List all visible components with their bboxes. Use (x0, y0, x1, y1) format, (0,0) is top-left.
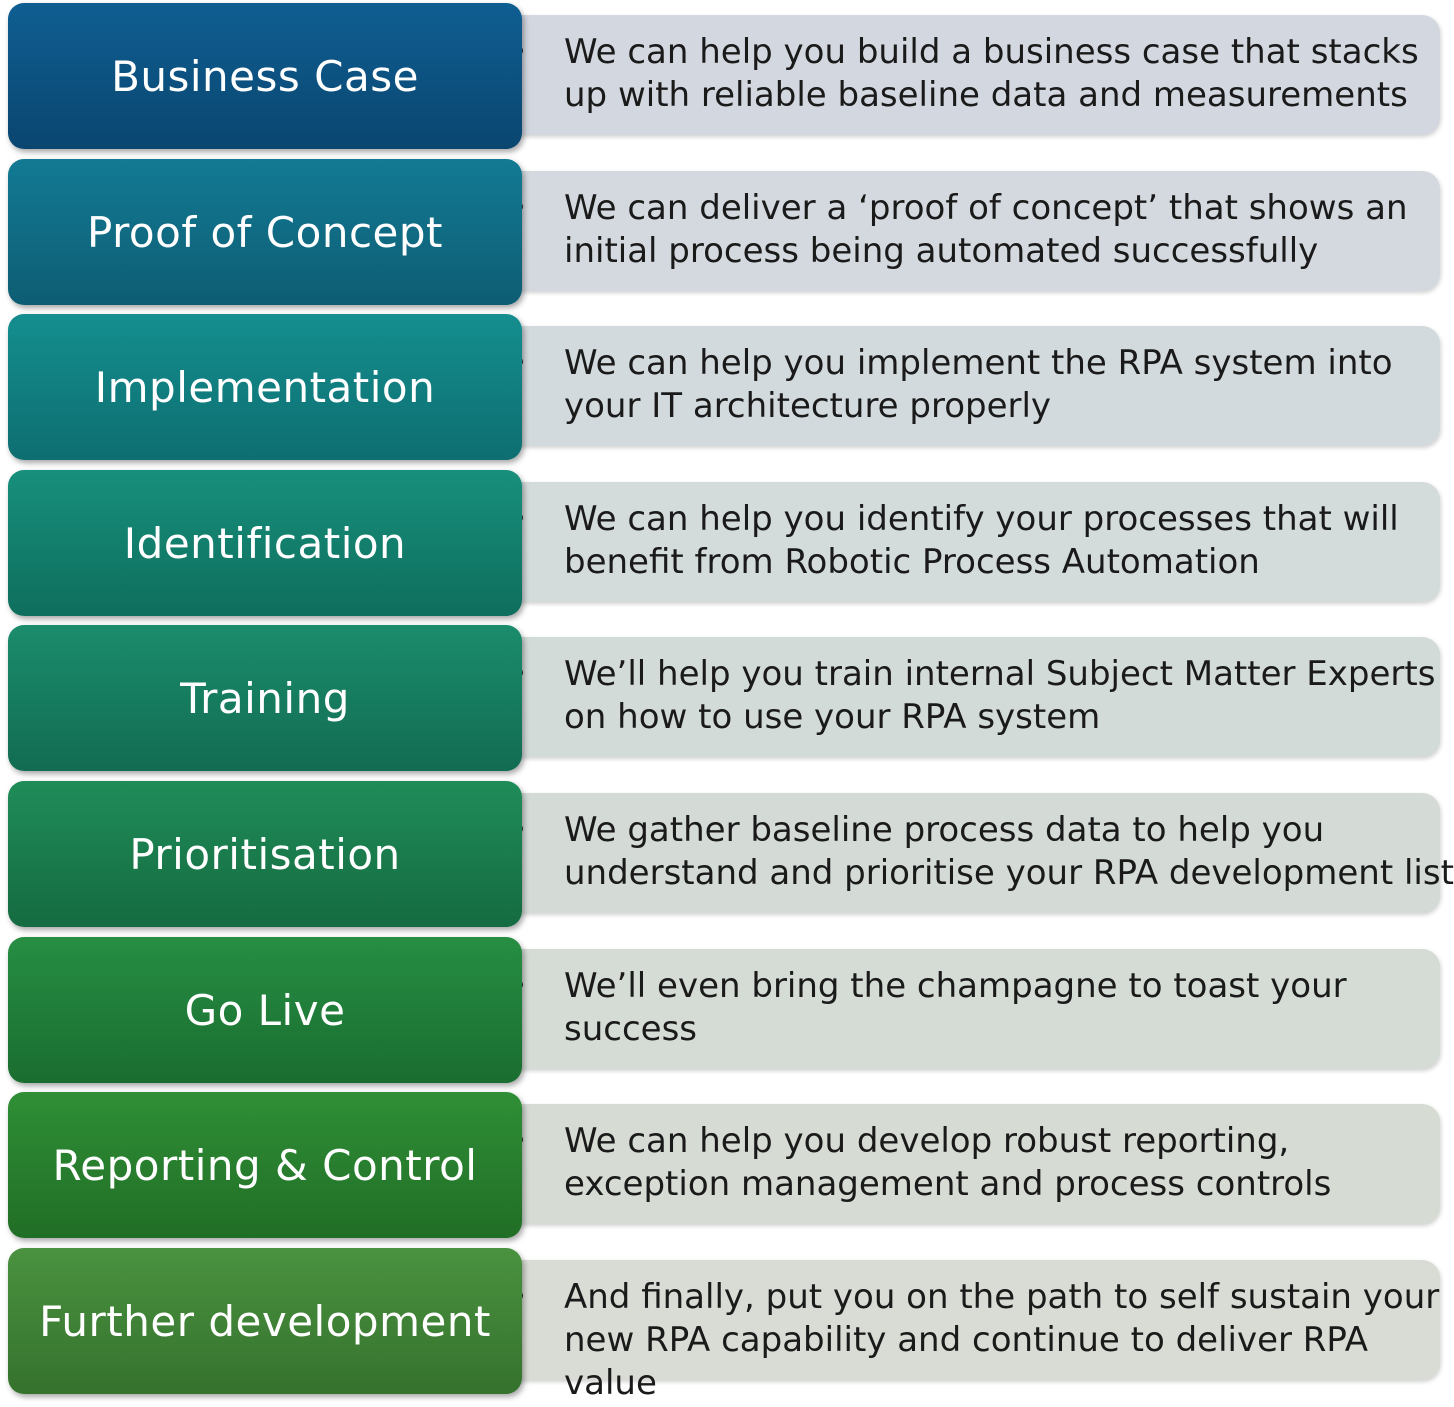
step-label: Implementation (94, 362, 436, 412)
step-description-text: We’ll help you train internal Subject Ma… (564, 654, 1436, 737)
bullet-icon: • (508, 342, 564, 385)
step-label: Prioritisation (129, 829, 401, 879)
step-description: •We can help you develop robust reportin… (508, 1120, 1454, 1206)
bullet-icon: • (508, 187, 564, 230)
step-label-box: Reporting & Control (8, 1092, 522, 1238)
bullet-icon: • (508, 498, 564, 541)
step-description-text: We can help you identify your processes … (564, 499, 1399, 582)
step-description-text: We can help you implement the RPA system… (564, 343, 1393, 426)
step-description-box (500, 1104, 1440, 1224)
process-step-row: •We’ll help you train internal Subject M… (0, 625, 1454, 773)
step-label-box: Prioritisation (8, 781, 522, 927)
step-label: Identification (123, 518, 407, 568)
process-step-row: •We can deliver a ‘proof of concept’ tha… (0, 159, 1454, 307)
step-label-box: Identification (8, 470, 522, 616)
step-label-box: Proof of Concept (8, 159, 522, 305)
step-description-box (500, 1260, 1440, 1380)
step-description-box (500, 326, 1440, 446)
step-label-box: Training (8, 625, 522, 771)
step-description: •And finally, put you on the path to sel… (508, 1276, 1454, 1405)
step-description-text: And finally, put you on the path to self… (564, 1277, 1440, 1403)
step-description: •We can deliver a ‘proof of concept’ tha… (508, 187, 1454, 273)
step-label: Training (180, 673, 350, 723)
step-label: Reporting & Control (52, 1140, 478, 1190)
bullet-icon: • (508, 653, 564, 696)
step-label-box: Further development (8, 1248, 522, 1394)
step-label-box: Implementation (8, 314, 522, 460)
step-description-box (500, 949, 1440, 1069)
process-step-row: •We gather baseline process data to help… (0, 781, 1454, 929)
process-step-row: •And finally, put you on the path to sel… (0, 1248, 1454, 1403)
process-step-row: •We can help you implement the RPA syste… (0, 314, 1454, 462)
process-step-row: •We’ll even bring the champagne to toast… (0, 937, 1454, 1085)
step-label: Proof of Concept (87, 207, 443, 257)
step-label: Further development (39, 1296, 491, 1346)
step-label: Business Case (111, 51, 419, 101)
step-description-text: We’ll even bring the champagne to toast … (564, 966, 1347, 1049)
step-description: •We’ll even bring the champagne to toast… (508, 965, 1454, 1051)
step-label: Go Live (184, 985, 346, 1035)
step-description: •We gather baseline process data to help… (508, 809, 1454, 895)
step-label-box: Business Case (8, 3, 522, 149)
step-description: •We can help you build a business case t… (508, 31, 1454, 117)
step-description-box (500, 637, 1440, 757)
bullet-icon: • (508, 31, 564, 74)
step-description-box (500, 15, 1440, 135)
step-description: •We can help you implement the RPA syste… (508, 342, 1454, 428)
step-description-text: We gather baseline process data to help … (564, 810, 1454, 893)
bullet-icon: • (508, 1120, 564, 1163)
step-description-box (500, 171, 1440, 291)
step-description-text: We can help you develop robust reporting… (564, 1121, 1332, 1204)
step-description-text: We can deliver a ‘proof of concept’ that… (564, 188, 1408, 271)
bullet-icon: • (508, 809, 564, 852)
step-description-box (500, 482, 1440, 602)
process-step-row: •We can help you build a business case t… (0, 3, 1454, 151)
step-description: •We’ll help you train internal Subject M… (508, 653, 1454, 739)
process-step-row: •We can help you develop robust reportin… (0, 1092, 1454, 1240)
bullet-icon: • (508, 1276, 564, 1319)
step-label-box: Go Live (8, 937, 522, 1083)
bullet-icon: • (508, 965, 564, 1008)
step-description-box (500, 793, 1440, 913)
step-description-text: We can help you build a business case th… (564, 32, 1419, 115)
process-step-row: •We can help you identify your processes… (0, 470, 1454, 618)
step-description: •We can help you identify your processes… (508, 498, 1454, 584)
